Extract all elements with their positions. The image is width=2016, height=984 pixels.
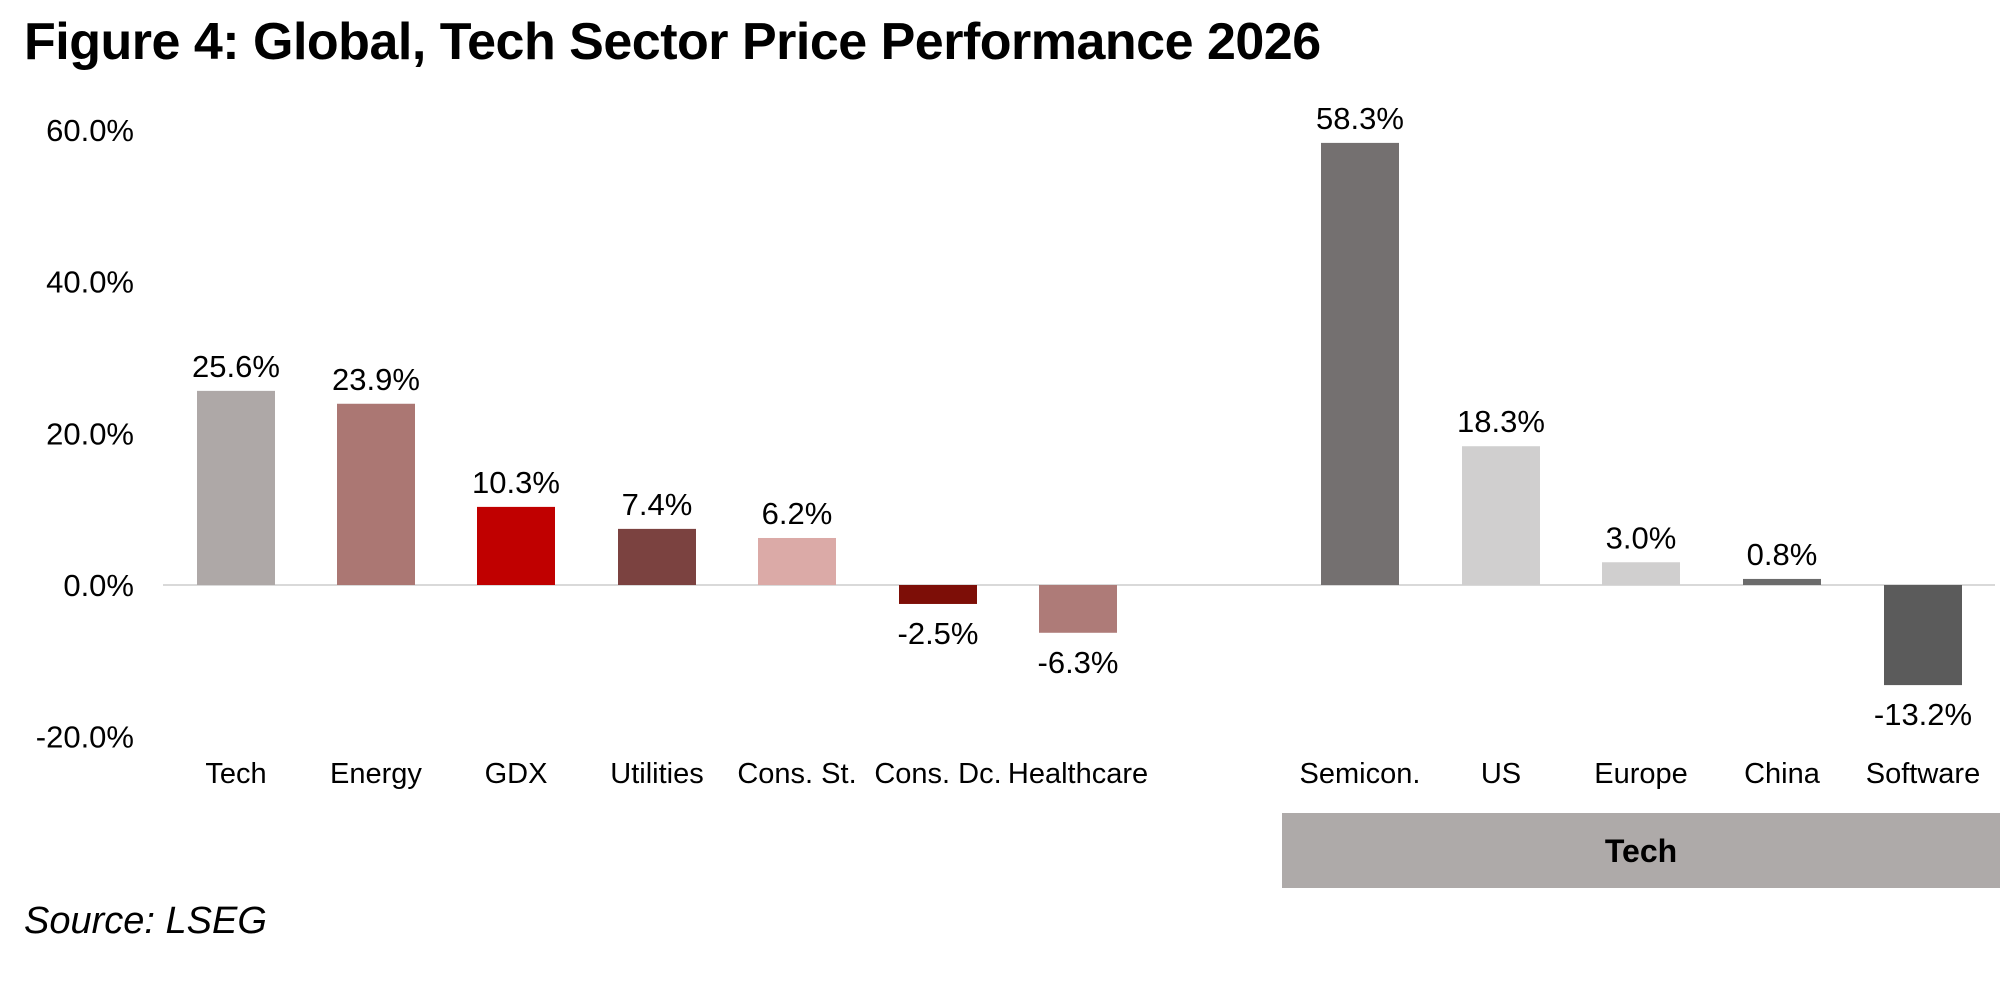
data-label: 3.0%: [1606, 520, 1677, 555]
y-tick-label: 20.0%: [46, 416, 134, 451]
bar: [1321, 142, 1399, 585]
data-label: 23.9%: [332, 362, 420, 397]
data-label: 6.2%: [762, 496, 833, 531]
bar: [1039, 585, 1117, 633]
category-label: Software: [1866, 758, 1980, 790]
bar: [1743, 578, 1821, 585]
bar: [1602, 562, 1680, 585]
group-label: Tech: [1605, 833, 1677, 869]
data-label: 25.6%: [192, 349, 280, 384]
group-band: [1282, 813, 2000, 888]
y-tick-label: 40.0%: [46, 265, 134, 300]
category-label: Europe: [1594, 758, 1688, 790]
chart-title: Figure 4: Global, Tech Sector Price Perf…: [24, 13, 1321, 71]
data-label: -2.5%: [898, 616, 979, 651]
y-tick-label: -20.0%: [36, 720, 134, 755]
data-label: 10.3%: [472, 465, 560, 500]
category-label: Cons. St.: [737, 758, 856, 790]
bar: [197, 390, 275, 585]
category-label: US: [1481, 758, 1521, 790]
data-label: -6.3%: [1038, 645, 1119, 680]
category-label: Utilities: [610, 758, 703, 790]
bar: [618, 528, 696, 585]
bar: [758, 537, 836, 585]
y-tick-label: 60.0%: [46, 113, 134, 148]
category-label: GDX: [485, 758, 548, 790]
bar: [899, 585, 977, 604]
data-label: -13.2%: [1874, 697, 1972, 732]
data-label: 58.3%: [1316, 101, 1404, 136]
source-note: Source: LSEG: [24, 900, 267, 942]
category-label: Semicon.: [1300, 758, 1421, 790]
category-label: Healthcare: [1008, 758, 1148, 790]
category-label: Energy: [330, 758, 422, 790]
data-label: 0.8%: [1747, 537, 1818, 572]
bar: [1462, 446, 1540, 585]
data-label: 18.3%: [1457, 404, 1545, 439]
category-label: Cons. Dc.: [874, 758, 1001, 790]
bar: [337, 403, 415, 585]
data-label: 7.4%: [622, 487, 693, 522]
category-label: Tech: [205, 758, 266, 790]
bar: [1884, 585, 1962, 686]
category-label: China: [1744, 758, 1821, 790]
y-tick-label: 0.0%: [63, 568, 134, 603]
bar: [477, 506, 555, 585]
